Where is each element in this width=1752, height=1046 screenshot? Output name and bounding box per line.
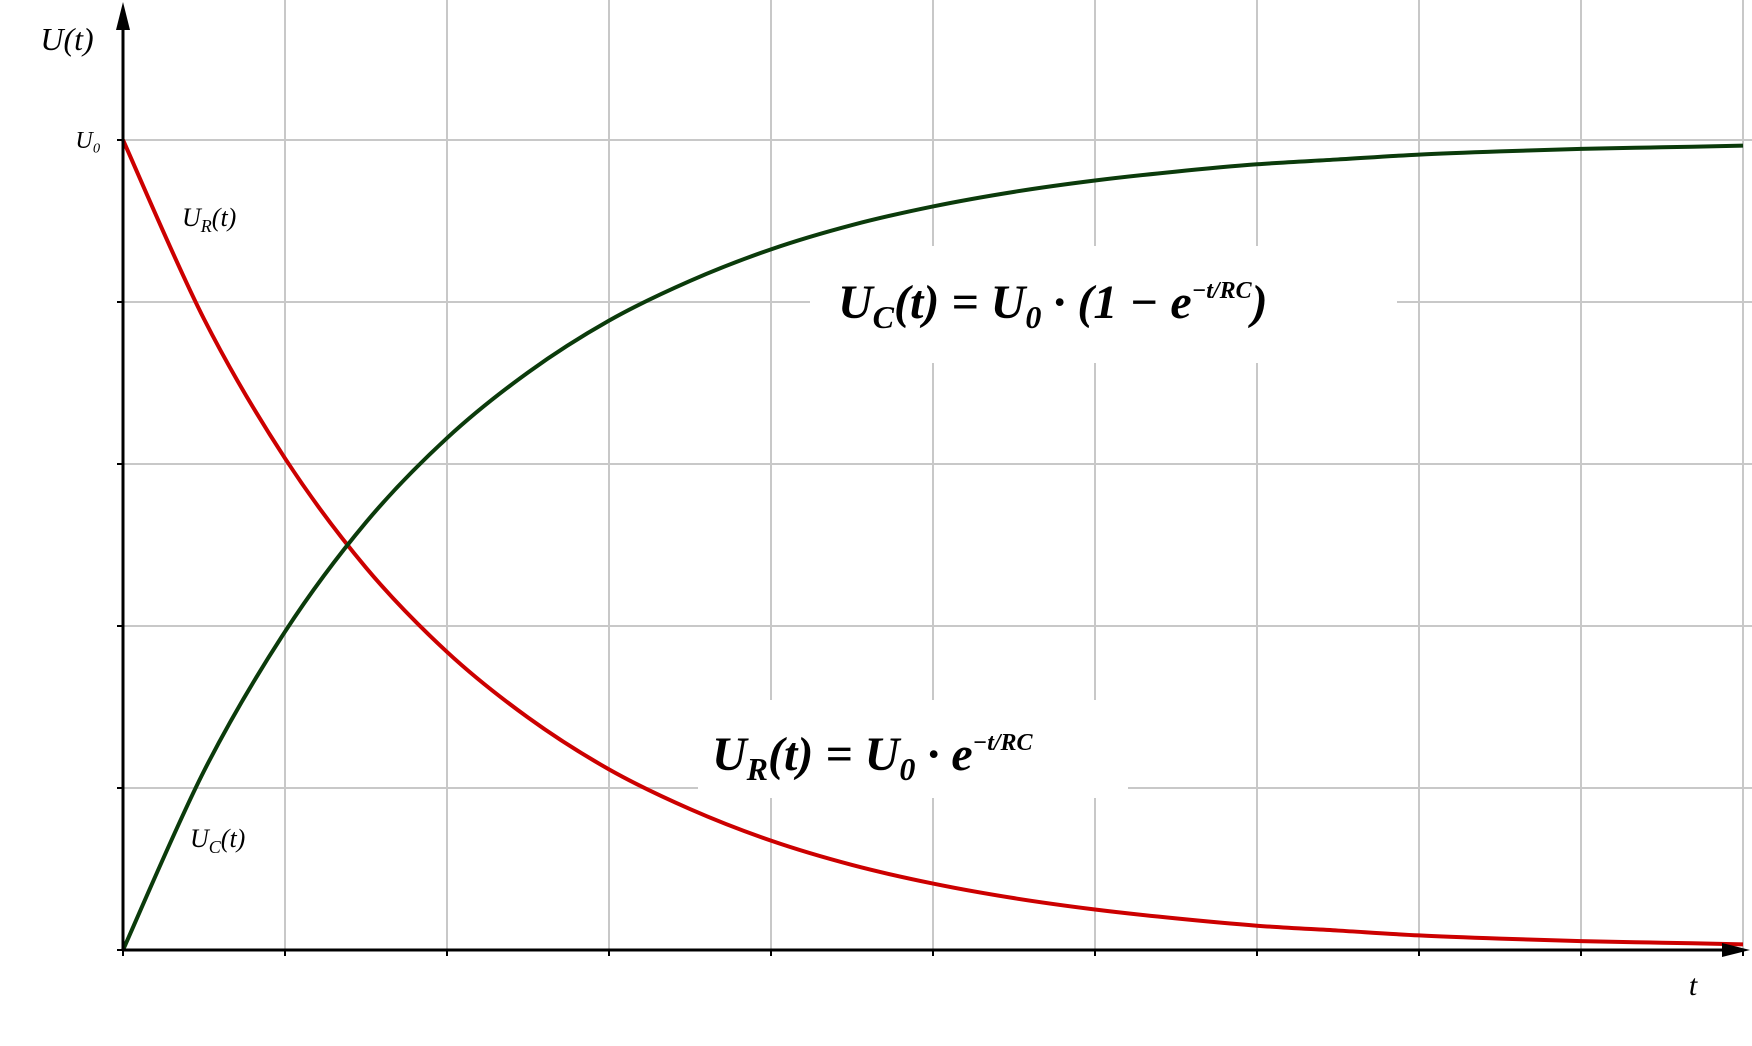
- formula-part: R: [746, 751, 768, 787]
- label-part: U: [190, 824, 211, 853]
- formula-part: −t/RC: [1192, 278, 1253, 304]
- formula-part: U: [712, 728, 749, 781]
- formula-part: · (1 − e: [1041, 276, 1191, 329]
- curve: [121, 139, 1744, 947]
- formula-background: [810, 246, 1397, 363]
- formula-part: C: [873, 299, 895, 335]
- formula: UC(t) = U0 · (1 − e−t/RC): [838, 276, 1268, 335]
- y-axis-label: U(t): [40, 21, 93, 57]
- curves: [121, 139, 1744, 951]
- curve-label: UR(t): [182, 203, 236, 236]
- formula: UR(t) = U0 · e−t/RC: [712, 728, 1034, 787]
- formula-part: ): [1248, 276, 1268, 329]
- label-part: C: [209, 837, 222, 857]
- label-part: (t): [212, 203, 237, 232]
- formula-part: U: [838, 276, 875, 329]
- curve-label: UC(t): [190, 824, 245, 857]
- formula-part: 0: [899, 751, 915, 787]
- formula-background: [698, 700, 1128, 798]
- formula-part: −t/RC: [973, 730, 1034, 756]
- label-part: R: [200, 216, 212, 236]
- x-axis-label: t: [1689, 969, 1698, 1002]
- y-arrow: [116, 2, 130, 30]
- label-part: (t): [221, 824, 246, 853]
- formula-part: (t) = U: [894, 276, 1028, 329]
- formula-part: 0: [1025, 299, 1041, 335]
- axes: [116, 2, 1750, 957]
- label-part: U: [182, 203, 203, 232]
- y-tick-label: U₀: [75, 128, 101, 154]
- formula-part: (t) = U: [768, 728, 902, 781]
- curve: [121, 143, 1744, 951]
- grid: [123, 0, 1752, 950]
- formula-part: · e: [915, 728, 972, 781]
- x-arrow: [1722, 943, 1750, 957]
